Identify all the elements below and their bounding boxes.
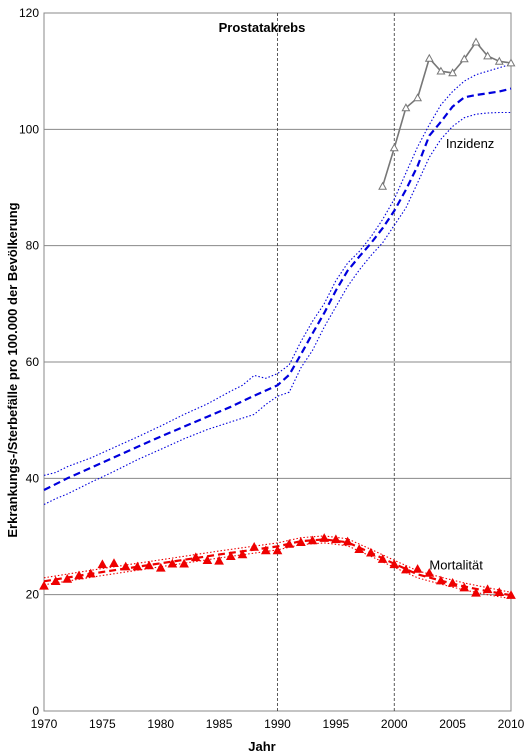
marker-mortality-observed-1996 xyxy=(342,536,353,546)
x-tick-label-1985: 1985 xyxy=(206,717,233,731)
marker-incidence-observed-2010 xyxy=(506,58,516,67)
x-tick-label-1975: 1975 xyxy=(89,717,116,731)
series-line-incidence-lower xyxy=(43,111,511,505)
marker-incidence-observed-2007 xyxy=(471,37,481,46)
marker-mortality-observed-1977 xyxy=(120,561,131,571)
x-tick-label-1980: 1980 xyxy=(147,717,174,731)
marker-incidence-observed-2008 xyxy=(483,51,493,60)
marker-mortality-observed-1999 xyxy=(377,554,388,563)
marker-mortality-observed-1987 xyxy=(237,549,248,559)
y-tick-label-80: 80 xyxy=(26,239,40,253)
marker-mortality-observed-1989 xyxy=(260,545,271,555)
marker-mortality-observed-2002 xyxy=(412,564,423,573)
x-tick-label-2010: 2010 xyxy=(498,717,524,731)
x-tick-label-2000: 2000 xyxy=(381,717,408,731)
marker-mortality-observed-1988 xyxy=(249,541,259,551)
x-tick-labels: 1970 1975 1980 1985 1990 1995 2000 2005 2010 xyxy=(31,717,524,731)
marker-mortality-observed-1994 xyxy=(319,533,330,542)
y-tick-label-60: 60 xyxy=(26,355,40,369)
marker-mortality-observed-1973 xyxy=(74,570,84,580)
marker-mortality-observed-1971 xyxy=(50,576,61,585)
marker-mortality-observed-1975 xyxy=(97,559,108,569)
marker-mortality-observed-2006 xyxy=(459,582,470,592)
marker-incidence-observed-2000 xyxy=(389,143,399,152)
marker-mortality-observed-1982 xyxy=(179,558,189,568)
marker-mortality-observed-1970 xyxy=(39,580,49,590)
marker-mortality-observed-1981 xyxy=(167,558,178,568)
marker-mortality-observed-2004 xyxy=(436,575,446,585)
marker-mortality-observed-1976 xyxy=(109,558,119,567)
marker-mortality-observed-2008 xyxy=(482,584,493,594)
series-line-incidence-upper xyxy=(43,63,512,476)
series-line-mortality-lower xyxy=(43,542,512,600)
marker-mortality-observed-1986 xyxy=(225,551,236,560)
marker-mortality-observed-1979 xyxy=(144,560,154,570)
annotation-inzidenz: Inzidenz xyxy=(446,136,494,151)
marker-incidence-observed-2001 xyxy=(401,103,411,112)
marker-mortality-observed-2000 xyxy=(389,559,400,569)
marker-mortality-observed-2010 xyxy=(506,590,516,599)
marker-mortality-observed-1980 xyxy=(155,562,166,572)
chart-title: Prostatakrebs xyxy=(219,20,306,35)
marker-mortality-observed-1983 xyxy=(190,552,201,562)
series-line-mortality-estimate xyxy=(43,538,512,597)
y-axis-label: Erkrankungs-/Sterbefälle pro 100.000 der… xyxy=(5,202,20,537)
series-line-mortality-upper xyxy=(43,535,512,593)
annotation-mortalitaet: Mortalität xyxy=(429,558,483,573)
series-line-incidence-estimate xyxy=(43,87,512,491)
x-tick-label-1995: 1995 xyxy=(323,717,350,731)
y-tick-label-120: 120 xyxy=(19,6,39,20)
marker-layer xyxy=(39,37,516,599)
marker-mortality-observed-2007 xyxy=(471,587,481,597)
marker-mortality-observed-1978 xyxy=(132,561,143,571)
marker-mortality-observed-1972 xyxy=(62,573,73,583)
marker-mortality-observed-1985 xyxy=(214,555,224,565)
marker-incidence-observed-2003 xyxy=(424,53,434,62)
y-tick-label-0: 0 xyxy=(32,704,39,718)
series-layer xyxy=(43,41,512,600)
marker-mortality-observed-2009 xyxy=(494,587,505,596)
x-axis-label: Jahr xyxy=(248,739,275,754)
marker-mortality-observed-1984 xyxy=(202,555,213,564)
y-tick-labels: 0 20 40 60 80 100 120 xyxy=(19,6,39,718)
x-tick-label-1970: 1970 xyxy=(31,717,58,731)
marker-incidence-observed-2004 xyxy=(436,66,446,75)
x-tick-label-1990: 1990 xyxy=(264,717,291,731)
marker-mortality-observed-1998 xyxy=(366,547,376,557)
marker-mortality-observed-1991 xyxy=(284,539,295,548)
marker-mortality-observed-1995 xyxy=(331,534,341,544)
marker-mortality-observed-1990 xyxy=(272,545,283,555)
marker-incidence-observed-2005 xyxy=(448,68,458,77)
marker-mortality-observed-1993 xyxy=(307,535,318,545)
y-tick-label-20: 20 xyxy=(26,588,40,602)
marker-mortality-observed-1992 xyxy=(296,537,306,546)
y-tick-label-100: 100 xyxy=(19,122,39,136)
marker-mortality-observed-1974 xyxy=(85,568,96,578)
y-tick-label-40: 40 xyxy=(26,471,40,485)
marker-mortality-observed-2001 xyxy=(401,564,411,574)
marker-mortality-observed-2005 xyxy=(447,577,458,587)
reference-lines xyxy=(277,13,395,711)
x-tick-label-2005: 2005 xyxy=(439,717,466,731)
marker-incidence-observed-2006 xyxy=(459,54,469,63)
marker-incidence-observed-2002 xyxy=(413,93,423,102)
marker-incidence-observed-1999 xyxy=(378,181,388,190)
marker-mortality-observed-2003 xyxy=(424,568,435,577)
marker-incidence-observed-2009 xyxy=(494,56,504,65)
marker-mortality-observed-1997 xyxy=(354,544,365,553)
